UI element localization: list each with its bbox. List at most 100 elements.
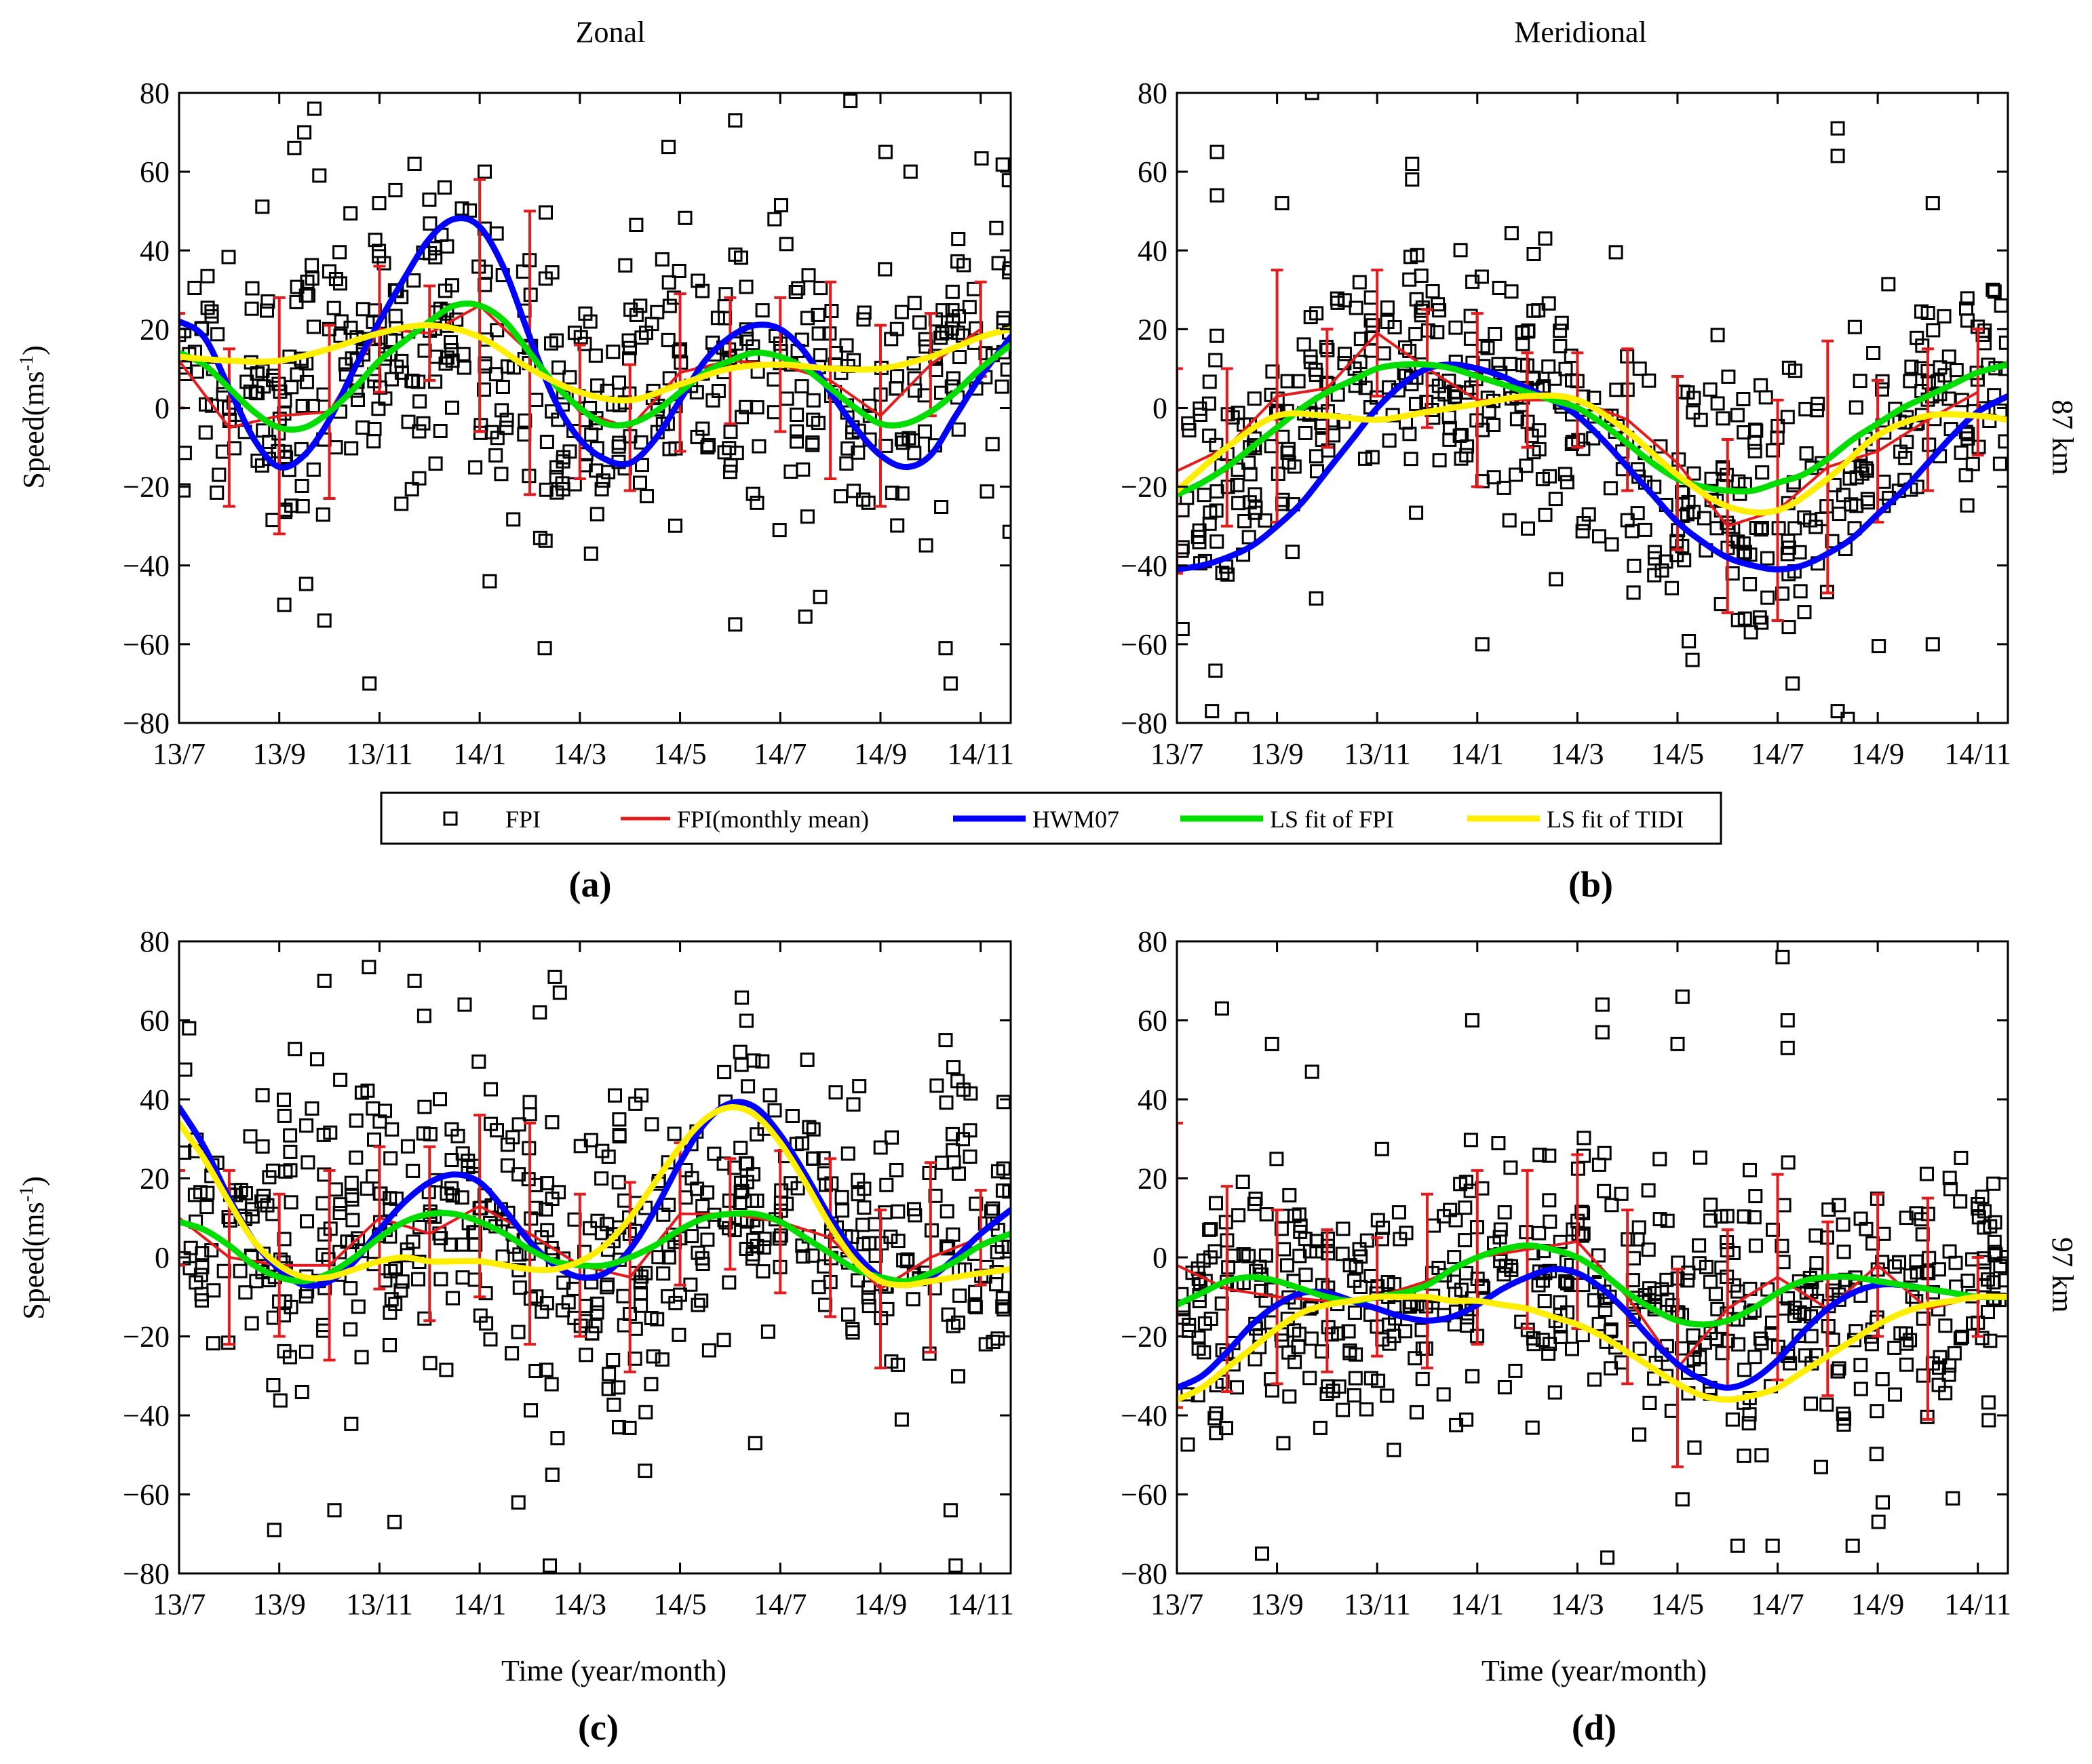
fpi-point [789,1137,804,1152]
fpi-point [1876,474,1891,489]
fpi-point [1504,1259,1518,1274]
fpi-point [1454,1282,1469,1297]
fpi-point [1480,340,1495,355]
fpi-point [1358,380,1373,395]
fpi-point [444,1181,459,1196]
fpi-point [856,312,871,327]
fpi-point [312,168,327,183]
fpi-point [989,1277,1003,1292]
fpi-point [707,1146,722,1161]
fpi-point [1197,1345,1212,1360]
fpi-point [895,435,910,450]
fpi-point [328,440,343,455]
fpi-point [672,1327,686,1342]
fpi-point [389,1261,403,1276]
fpi-point [1503,1160,1518,1175]
fpi-point [1275,196,1290,211]
fpi-point [1380,300,1395,315]
fpi-point [1942,1171,1957,1185]
fpi-point [505,1130,520,1145]
fpi-point [1587,1372,1602,1387]
fpi-point [1463,1133,1478,1148]
fpi-point [638,1464,653,1478]
fpi-point [1994,298,2008,313]
fpi-point [1002,524,1011,539]
fpi-point [411,374,426,389]
fpi-point [967,281,982,296]
fpi-point [1780,410,1795,425]
fpi-point [1304,1331,1319,1346]
fpi-point [1836,1217,1851,1232]
fpi-point [187,281,202,295]
fpi-point [839,338,854,353]
fpi-point [656,1266,671,1281]
fpi-point [532,1005,547,1020]
fpi-point [1992,456,2007,471]
fpi-point [1830,149,1845,163]
fpi-point [1793,584,1808,599]
ytick-label: −40 [123,1399,170,1432]
fpi-point [1730,408,1745,423]
fpi-point [1737,1209,1751,1224]
fpi-point [790,424,805,439]
fpi-point [1652,1212,1667,1227]
fpi-point [255,199,270,214]
fpi-point [273,1393,288,1408]
fpi-point [855,1217,870,1232]
fpi-point [317,973,332,988]
fpi-point [297,125,312,140]
altitude-label-87km: 87 km [2046,399,2079,475]
fpi-point [1941,349,1956,364]
fpi-point [1304,93,1319,100]
fpi-point [378,1103,392,1118]
fpi-point [1853,1211,1868,1226]
fpi-point [588,348,603,363]
fpi-point [779,237,794,252]
ytick-label: −40 [123,549,170,583]
fpi-point [1797,510,1812,525]
fpi-point [623,302,638,317]
fpi-point [1209,188,1224,203]
fpi-point [1875,382,1889,397]
fpi-point [1754,1448,1769,1463]
fpi-point [1475,1278,1489,1293]
xtick-label: 14/3 [1551,737,1604,770]
fpi-point [1910,1265,1924,1280]
ytick-label: 0 [1152,1241,1167,1274]
fpi-point [640,489,654,504]
fpi-point [511,1167,526,1182]
fpi-point [1747,435,1762,450]
fpi-point [813,348,828,363]
fpi-point [1604,1198,1619,1213]
fpi-point [1409,1405,1424,1419]
fpi-point [1502,513,1517,528]
fpi-point [522,1095,537,1110]
fpi-point [811,326,826,341]
fpi-point [299,374,314,389]
fpi-point [878,144,893,159]
fpi-point [890,369,904,384]
fpi-point [1465,1369,1480,1384]
fpi-point [277,1108,292,1123]
fpi-point [1209,144,1224,159]
fpi-point [1748,1238,1763,1253]
fpi-point [1504,284,1519,299]
fpi-point [305,271,319,286]
fpi-point [1347,1388,1361,1403]
monthly-mean-line [179,304,982,429]
fpi-point [1998,434,2008,449]
ytick-label: 60 [1138,155,1167,189]
fpi-point [283,1163,298,1178]
fpi-point [1203,1250,1218,1265]
fpi-point [885,486,899,501]
xtick-label: 14/9 [1851,1588,1904,1621]
fpi-point [1971,1210,1986,1225]
fpi-point [206,1283,221,1298]
fpi-point [912,315,927,330]
fpi-point [1914,304,1929,319]
fpi-point [1652,1152,1667,1167]
fpi-point [307,319,321,334]
fpi-point [300,1214,314,1229]
